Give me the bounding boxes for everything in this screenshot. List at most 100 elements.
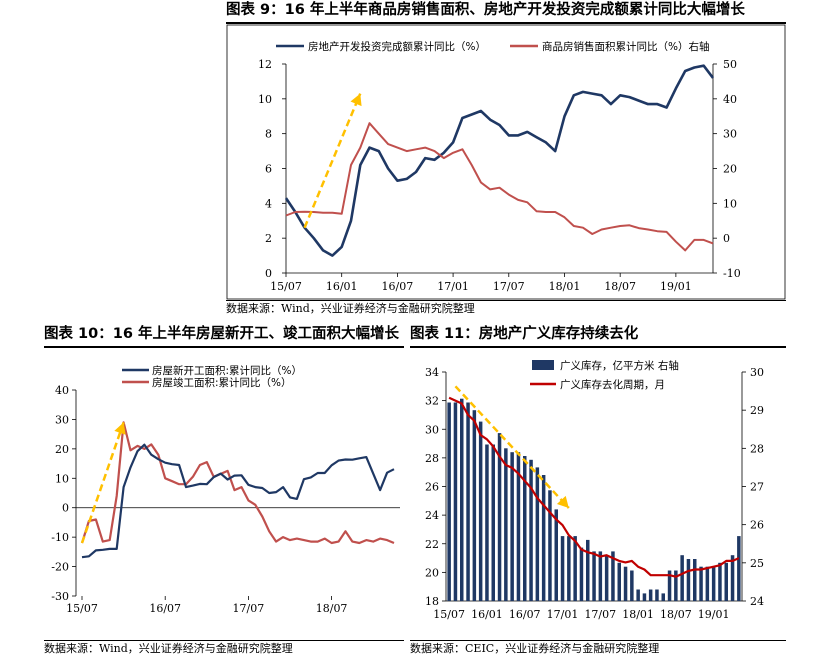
- chart11-inventory-bar: [636, 589, 640, 601]
- chart11-inventory-bar: [472, 410, 477, 601]
- chart11-inventory-bar: [674, 570, 678, 601]
- chart11-arrow-head: [556, 495, 569, 508]
- chart11-inventory-bar: [592, 551, 596, 601]
- chart9-right-tick-label: 0: [723, 232, 730, 245]
- chart11-inventory-bar: [485, 444, 489, 601]
- chart11-inventory-bar: [630, 570, 634, 601]
- chart9-plot-frame: [226, 24, 786, 300]
- chart9-x-tick-label: 16/01: [326, 280, 358, 293]
- chart11-x-tick-label: 19/01: [698, 608, 730, 621]
- chart9-left-tick-label: 6: [265, 163, 272, 176]
- chart10-y-tick-label: -30: [51, 590, 69, 603]
- chart11-inventory-bar: [535, 467, 540, 601]
- chart11-inventory-bar: [548, 490, 552, 601]
- chart11-inventory-bar: [693, 559, 697, 601]
- chart11-right-tick-label: 24: [750, 595, 764, 608]
- chart11-inventory-bar: [724, 562, 728, 601]
- chart9-legend-investment: 房地产开发投资完成额累计同比（%）: [308, 40, 486, 53]
- chart11-arrow-shaft: [454, 385, 570, 509]
- chart10-title: 图表 10：16 年上半年房屋新开工、竣工面积大幅增长: [44, 324, 404, 348]
- chart9-left-tick-label: 0: [265, 267, 272, 280]
- chart11-inventory-bar: [478, 421, 483, 601]
- chart11-x-tick-label: 17/01: [547, 608, 579, 621]
- chart11-inventory-bar: [497, 433, 502, 601]
- chart10-y-tick-label: 0: [62, 502, 69, 515]
- chart11-inventory-bar: [560, 536, 565, 601]
- chart9-title: 图表 9：16 年上半年商品房销售面积、房地产开发投资完成额累计同比大幅增长: [226, 0, 786, 24]
- chart11-inventory-bar: [466, 402, 470, 601]
- chart11-inventory-bar: [623, 566, 628, 601]
- chart10-x-tick-label: 17/07: [233, 602, 265, 615]
- chart10-legend-completions: 房屋竣工面积:累计同比（%）: [152, 376, 292, 389]
- chart11-right-tick-label: 30: [750, 366, 764, 379]
- chart10-y-tick-label: -20: [51, 561, 69, 574]
- chart9-left-tick-label: 4: [265, 197, 272, 210]
- chart11-inventory-bar: [604, 555, 609, 601]
- chart10-legend: 房屋新开工面积:累计同比（%） 房屋竣工面积:累计同比（%）: [122, 364, 302, 389]
- chart11-inventory-bar: [491, 444, 495, 601]
- chart9-source: 数据来源：Wind，兴业证券经济与金融研究院整理: [226, 300, 786, 317]
- chart11-inventory-bar: [510, 452, 514, 601]
- chart11-inventory-bar: [567, 536, 571, 601]
- chart11-inventory-bar: [586, 539, 590, 601]
- chart11-right-tick-label: 28: [750, 442, 764, 455]
- chart9-series-sales-line: [285, 122, 714, 252]
- chart9-right-tick-label: 20: [723, 163, 737, 176]
- chart11-inventory-bar: [541, 475, 546, 601]
- chart9-plot: 房地产开发投资完成额累计同比（%） 商品房销售面积累计同比（%）右轴 0 2 4 6 8…: [226, 24, 786, 300]
- chart10-legend-starts: 房屋新开工面积:累计同比（%）: [152, 364, 302, 377]
- chart11-inventory-bar: [579, 547, 584, 601]
- chart9-right-tick-label: -10: [723, 267, 741, 280]
- chart11-plot: 广义库存，亿平方米 右轴 广义库存去化周期，月 18 20 22 24 26 28 30 32…: [425, 359, 764, 621]
- chart11-series-cycle-line: [448, 396, 740, 578]
- chart9-x-tick-label: 17/07: [493, 280, 525, 293]
- chart11-inventory-bar: [711, 566, 716, 601]
- chart11-inventory-bar: [667, 570, 672, 601]
- chart9-right-tick-label: 30: [723, 128, 737, 141]
- chart11-legend: 广义库存，亿平方米 右轴 广义库存去化周期，月: [530, 359, 679, 391]
- chart10-series-starts-line: [81, 443, 395, 559]
- chart10-plot: 房屋新开工面积:累计同比（%） 房屋竣工面积:累计同比（%） -30 -20 -10…: [51, 364, 400, 615]
- chart11-right-tick-label: 25: [750, 557, 764, 570]
- chart9-right-tick-label: 10: [723, 197, 737, 210]
- chart11-legend-swatch-inventory: [532, 360, 554, 370]
- chart11-left-tick-label: 26: [425, 481, 439, 494]
- chart9-right-tick-label: 50: [723, 58, 737, 71]
- chart9-right-tick-label: 40: [723, 93, 737, 106]
- chart11-legend-cycle: 广义库存去化周期，月: [560, 378, 665, 391]
- chart9-left-tick-label: 8: [265, 128, 272, 141]
- chart11-inventory-bar: [705, 566, 710, 601]
- chart11-inventory-bar: [617, 562, 621, 601]
- chart11-inventory-bar: [699, 566, 703, 601]
- chart11-left-tick-label: 20: [425, 566, 439, 579]
- chart9-arrow-shaft: [303, 93, 362, 229]
- chart11-x-tick-label: 16/07: [509, 608, 541, 621]
- chart11-right-tick-label: 26: [750, 519, 764, 532]
- chart10-arrow-head: [114, 422, 126, 435]
- chart11-inventory-bar: [447, 402, 451, 601]
- chart11-x-tick-label: 17/07: [584, 608, 616, 621]
- chart10-y-tick-label: 40: [55, 384, 69, 397]
- chart9-left-tick-label: 2: [265, 232, 272, 245]
- chart11-inventory-bar: [516, 452, 521, 601]
- chart10-y-tick-label: 30: [55, 413, 69, 426]
- chart9-x-tick-label: 16/07: [382, 280, 414, 293]
- chart11-inventory-bar: [686, 559, 691, 601]
- chart9-left-tick-label: 12: [258, 58, 272, 71]
- chart11-inventory-bar: [730, 555, 735, 601]
- chart11-inventory-bar: [642, 593, 647, 601]
- chart10-x-tick-label: 15/07: [66, 602, 98, 615]
- chart11-inventory-bar: [504, 448, 508, 601]
- chart11-x-tick-label: 18/01: [622, 608, 654, 621]
- chart9-x-tick-label: 18/07: [604, 280, 636, 293]
- chart11-source: 数据来源：CEIC，兴业证券经济与金融研究院整理: [410, 640, 786, 657]
- chart11-right-tick-label: 29: [750, 404, 764, 417]
- chart11-inventory-bar: [611, 551, 615, 601]
- chart9-legend-sales: 商品房销售面积累计同比（%）右轴: [542, 40, 709, 53]
- chart11-left-tick-label: 34: [425, 366, 439, 379]
- chart11-inventory-bar: [523, 456, 527, 601]
- chart11-inventory-bar: [661, 593, 665, 601]
- chart11-x-tick-label: 16/01: [471, 608, 503, 621]
- chart9-arrow-head: [350, 93, 362, 107]
- chart11-inventory-bar: [453, 402, 458, 601]
